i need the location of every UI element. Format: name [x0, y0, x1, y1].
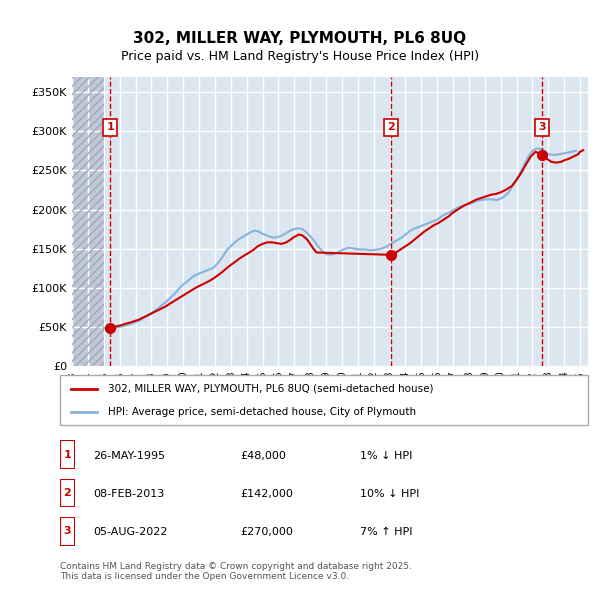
- Text: £48,000: £48,000: [240, 451, 286, 461]
- Text: 302, MILLER WAY, PLYMOUTH, PL6 8UQ: 302, MILLER WAY, PLYMOUTH, PL6 8UQ: [133, 31, 467, 46]
- Text: HPI: Average price, semi-detached house, City of Plymouth: HPI: Average price, semi-detached house,…: [107, 407, 416, 417]
- FancyBboxPatch shape: [60, 375, 588, 425]
- Bar: [72, 77, 104, 366]
- Bar: [72, 77, 104, 366]
- Text: 302, MILLER WAY, PLYMOUTH, PL6 8UQ (semi-detached house): 302, MILLER WAY, PLYMOUTH, PL6 8UQ (semi…: [107, 384, 433, 394]
- FancyBboxPatch shape: [60, 517, 75, 546]
- Text: 7% ↑ HPI: 7% ↑ HPI: [360, 527, 413, 537]
- FancyBboxPatch shape: [60, 478, 75, 507]
- Text: 2: 2: [64, 488, 71, 498]
- Text: 3: 3: [64, 526, 71, 536]
- Text: Contains HM Land Registry data © Crown copyright and database right 2025.
This d: Contains HM Land Registry data © Crown c…: [60, 562, 412, 581]
- Text: 1: 1: [64, 450, 71, 460]
- Text: 1: 1: [106, 123, 114, 133]
- Text: 08-FEB-2013: 08-FEB-2013: [93, 489, 164, 499]
- Text: 05-AUG-2022: 05-AUG-2022: [93, 527, 167, 537]
- Text: Price paid vs. HM Land Registry's House Price Index (HPI): Price paid vs. HM Land Registry's House …: [121, 50, 479, 63]
- Text: 10% ↓ HPI: 10% ↓ HPI: [360, 489, 419, 499]
- Text: £142,000: £142,000: [240, 489, 293, 499]
- Text: £270,000: £270,000: [240, 527, 293, 537]
- Text: 26-MAY-1995: 26-MAY-1995: [93, 451, 165, 461]
- FancyBboxPatch shape: [60, 440, 75, 469]
- Text: 1% ↓ HPI: 1% ↓ HPI: [360, 451, 412, 461]
- Text: 2: 2: [387, 123, 395, 133]
- Text: 3: 3: [538, 123, 546, 133]
